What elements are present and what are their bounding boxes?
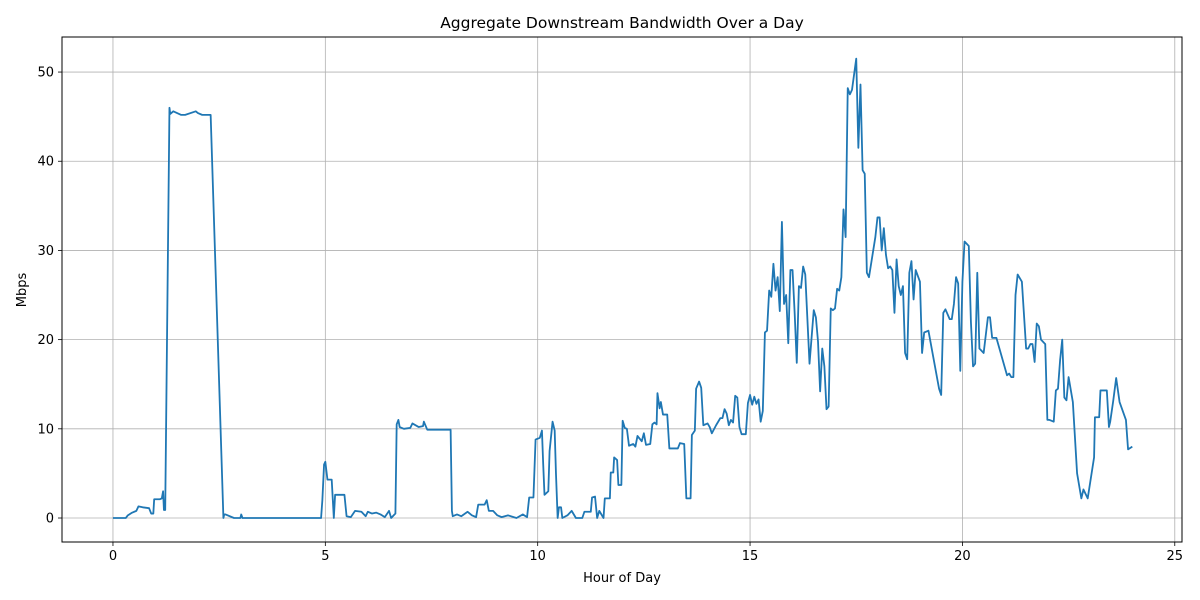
chart-title: Aggregate Downstream Bandwidth Over a Da… xyxy=(440,14,804,32)
y-tick-label: 50 xyxy=(37,66,54,81)
x-axis-label: Hour of Day xyxy=(583,571,661,586)
x-tick-label: 15 xyxy=(742,549,759,564)
x-tick-label: 20 xyxy=(954,549,971,564)
y-tick-label: 30 xyxy=(37,244,54,259)
axes-frame xyxy=(61,36,1183,543)
x-tick-label: 0 xyxy=(109,549,117,564)
ticks: 0 5 10 15 20 25 0 10 20 30 40 50 xyxy=(37,66,1183,564)
data-line xyxy=(112,57,1133,519)
y-axis-label: Mbps xyxy=(15,273,30,308)
x-tick-label: 10 xyxy=(529,549,546,564)
y-tick-label: 40 xyxy=(37,155,54,170)
plot-area xyxy=(112,57,1133,519)
y-tick-label: 10 xyxy=(37,422,54,437)
x-tick-label: 5 xyxy=(321,549,329,564)
x-tick-label: 25 xyxy=(1167,549,1184,564)
y-tick-label: 20 xyxy=(37,333,54,348)
y-tick-label: 0 xyxy=(46,512,54,527)
